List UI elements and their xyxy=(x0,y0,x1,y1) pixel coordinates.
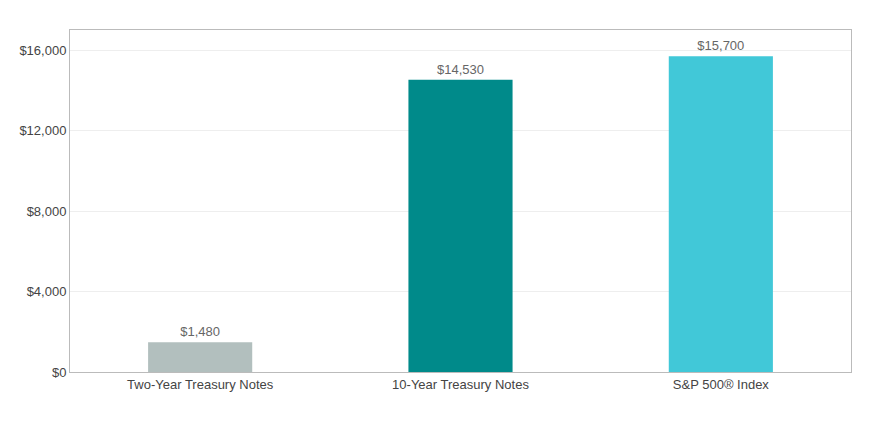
svg-text:$8,000: $8,000 xyxy=(27,204,67,219)
svg-text:$12,000: $12,000 xyxy=(19,123,66,138)
svg-text:$1,480: $1,480 xyxy=(180,324,220,339)
svg-text:$4,000: $4,000 xyxy=(27,284,67,299)
svg-text:$15,700: $15,700 xyxy=(697,38,744,53)
svg-text:$14,530: $14,530 xyxy=(437,62,484,77)
svg-text:S&P 500® Index: S&P 500® Index xyxy=(673,377,770,392)
svg-text:$16,000: $16,000 xyxy=(19,43,66,58)
svg-text:$0: $0 xyxy=(52,365,66,380)
svg-text:10-Year Treasury Notes: 10-Year Treasury Notes xyxy=(392,377,529,392)
svg-text:Two-Year Treasury Notes: Two-Year Treasury Notes xyxy=(127,377,274,392)
